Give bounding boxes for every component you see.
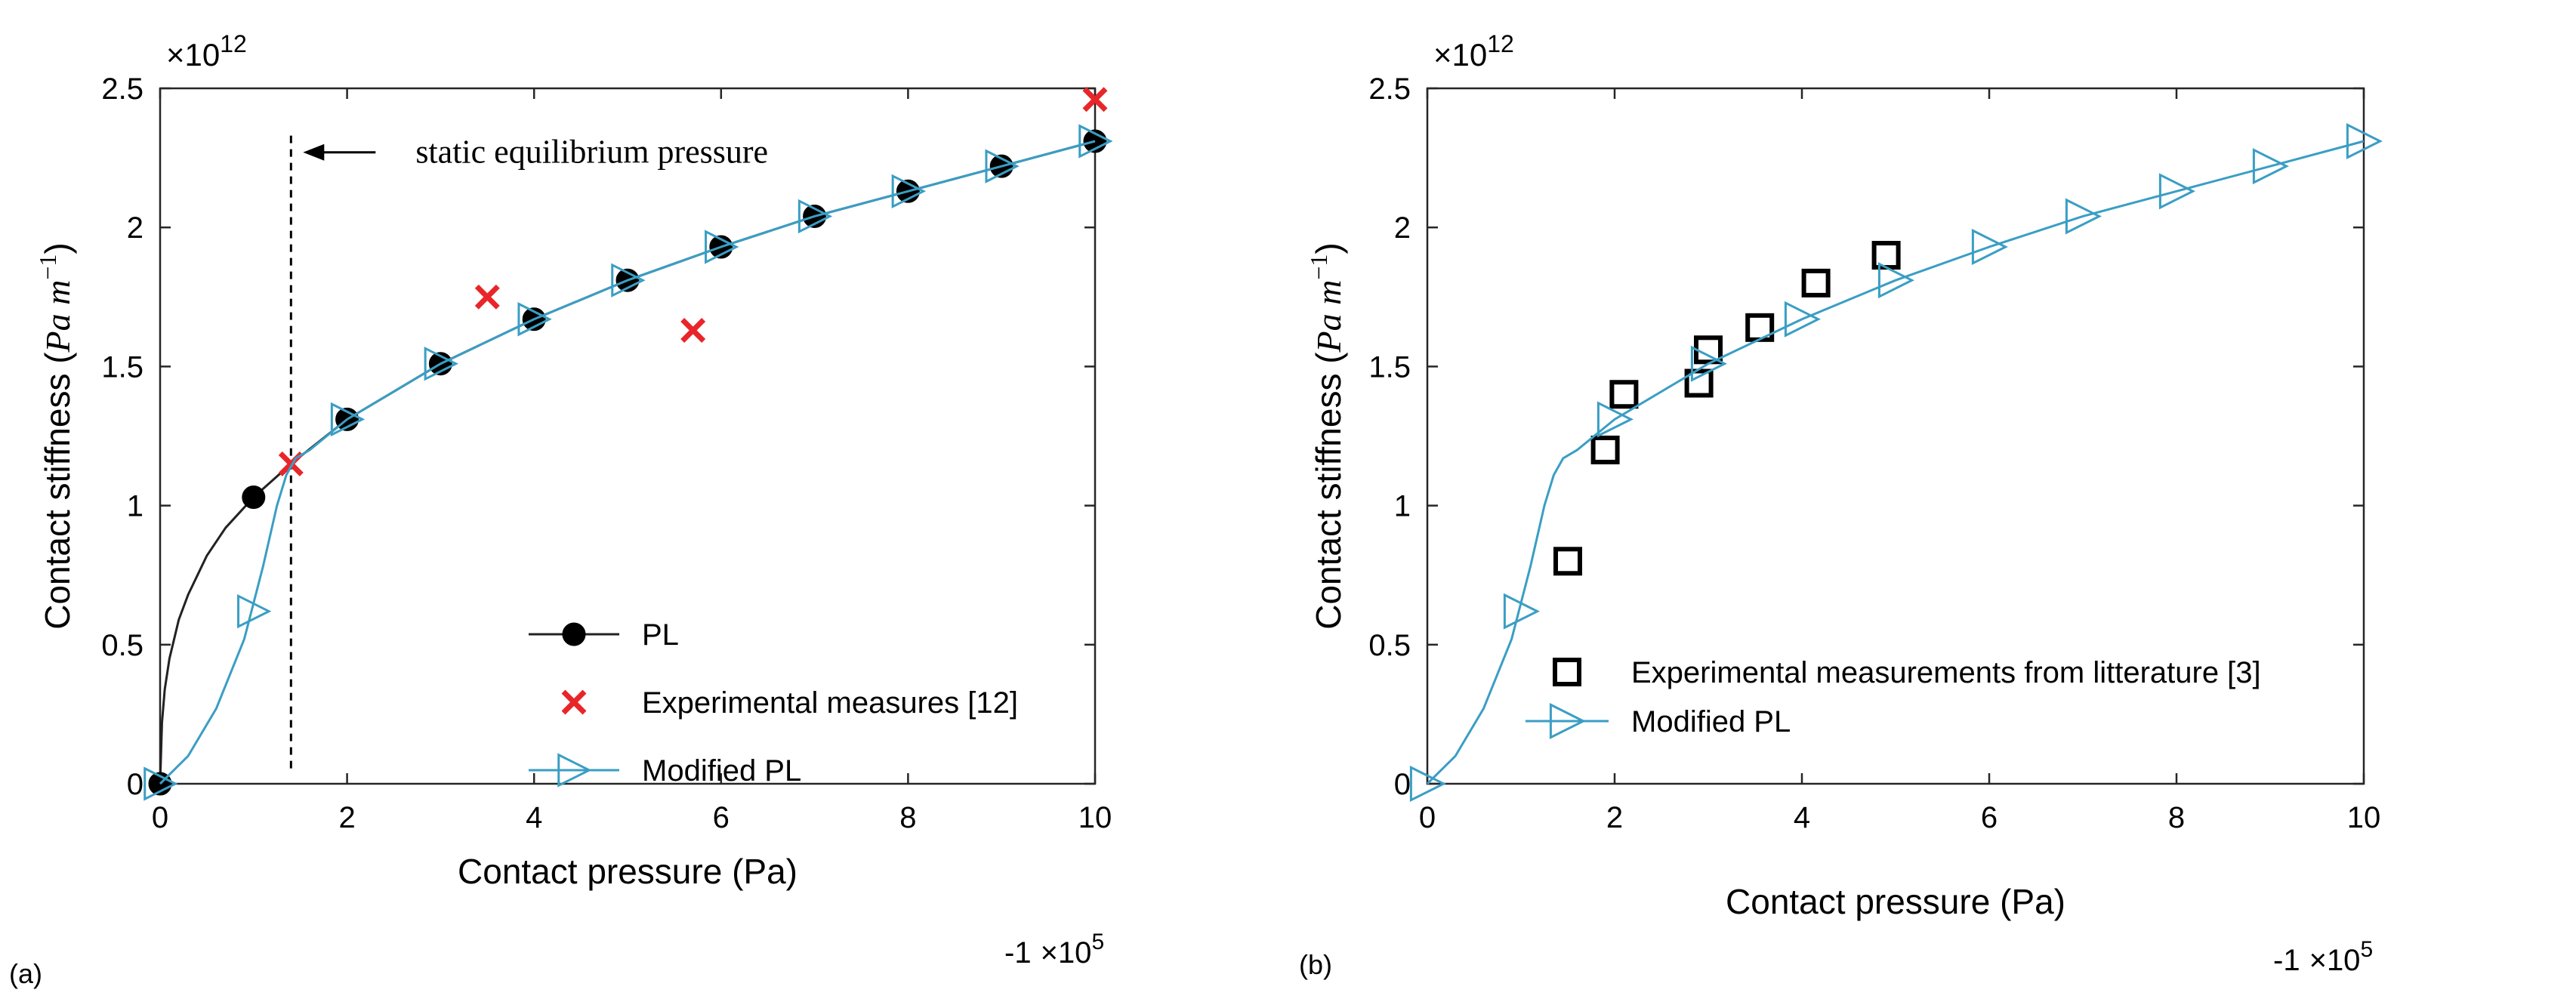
y-tick-label: 2 bbox=[127, 211, 143, 245]
data-point bbox=[1553, 547, 1582, 576]
data-point bbox=[611, 263, 646, 297]
data-point bbox=[2158, 173, 2195, 210]
x-axis-multiplier: -1 ×105 bbox=[2273, 937, 2373, 977]
x-tick-label: 6 bbox=[1981, 801, 1998, 834]
y-axis-label: Contact stiffness (Pa m−1) bbox=[34, 242, 77, 630]
series-modified-pl bbox=[1409, 122, 2383, 803]
x-tick-label: 2 bbox=[338, 801, 355, 834]
y-tick-label: 0 bbox=[1394, 768, 1411, 801]
series-line bbox=[1426, 140, 2365, 785]
data-point bbox=[330, 402, 366, 437]
plot-area-frame bbox=[1426, 87, 2365, 785]
data-point bbox=[1609, 380, 1639, 409]
y-tick-label: 2 bbox=[1394, 211, 1411, 245]
data-point bbox=[985, 149, 1020, 183]
panel-b: 0 2 4 6 8 10 0 0.5 1 1.5 2 2.5 ×1012 -1 ×105 Contact pr… bbox=[1299, 30, 2383, 980]
data-point bbox=[1503, 593, 1540, 630]
data-point bbox=[143, 766, 178, 801]
x-tick-label: 4 bbox=[526, 801, 542, 834]
data-point bbox=[1690, 345, 1727, 382]
panel-a: 0 2 4 6 8 10 0 0.5 1 1.5 2 2.5 ×1012 -1 ×105 Contact pr… bbox=[9, 30, 1113, 989]
data-point bbox=[705, 230, 739, 264]
legend-marker bbox=[1549, 702, 1586, 740]
annotation-arrow-head bbox=[303, 143, 325, 161]
data-point bbox=[1082, 87, 1108, 113]
y-tick-label: 1.5 bbox=[1368, 350, 1411, 384]
legend-label: PL bbox=[642, 618, 679, 652]
data-point bbox=[1684, 368, 1714, 398]
data-point bbox=[1784, 301, 1821, 338]
legend-label: Modified PL bbox=[1631, 705, 1791, 738]
legend-label: Modified PL bbox=[642, 754, 801, 788]
data-point bbox=[1971, 228, 2008, 266]
data-point bbox=[797, 199, 833, 234]
data-point bbox=[891, 174, 927, 208]
legend-marker bbox=[1553, 658, 1581, 686]
y-tick-label: 0 bbox=[127, 768, 143, 801]
x-tick-label: 4 bbox=[1794, 801, 1810, 834]
plot-area-frame bbox=[159, 87, 1097, 785]
data-point bbox=[242, 486, 266, 510]
x-axis-label: Contact pressure (Pa) bbox=[458, 852, 797, 891]
y-axis-multiplier: ×1012 bbox=[1433, 30, 1514, 72]
data-point bbox=[1597, 401, 1634, 438]
y-tick-label: 1 bbox=[127, 490, 143, 523]
y-axis-label: Contact stiffness (Pa m−1) bbox=[1305, 242, 1348, 630]
data-point bbox=[1078, 124, 1113, 159]
x-tick-label: 10 bbox=[1078, 801, 1112, 834]
data-point bbox=[680, 318, 706, 343]
legend-marker bbox=[557, 753, 592, 788]
data-point bbox=[237, 593, 272, 629]
legend: Experimental measurements from litteratu… bbox=[1526, 656, 2261, 740]
data-point bbox=[1694, 335, 1723, 365]
data-point bbox=[474, 284, 500, 310]
x-axis-multiplier: -1 ×105 bbox=[1004, 929, 1104, 970]
x-tick-label: 2 bbox=[1606, 801, 1623, 834]
y-tick-label: 1 bbox=[1394, 490, 1411, 523]
panel-label: (a) bbox=[9, 958, 42, 989]
data-point bbox=[1801, 268, 1831, 297]
data-point bbox=[2346, 122, 2383, 160]
data-point bbox=[2065, 198, 2102, 235]
x-tick-label: 6 bbox=[713, 801, 730, 834]
legend-label: Experimental measurements from litteratu… bbox=[1631, 656, 2261, 689]
y-tick-label: 1.5 bbox=[101, 350, 143, 384]
x-axis-label: Contact pressure (Pa) bbox=[1726, 882, 2065, 921]
data-point bbox=[1409, 765, 1446, 803]
x-tick-label: 10 bbox=[2347, 801, 2381, 834]
y-tick-label: 0.5 bbox=[101, 629, 143, 662]
data-point bbox=[1871, 241, 1901, 270]
legend-marker bbox=[561, 689, 587, 715]
y-tick-label: 2.5 bbox=[101, 72, 143, 106]
data-point bbox=[517, 302, 552, 337]
data-point bbox=[2252, 148, 2289, 185]
series-modified-pl bbox=[143, 124, 1113, 801]
data-point bbox=[1590, 435, 1620, 464]
y-tick-label: 2.5 bbox=[1368, 72, 1411, 106]
x-tick-label: 0 bbox=[152, 801, 168, 834]
panel-label: (b) bbox=[1299, 949, 1332, 980]
x-tick-label: 8 bbox=[2168, 801, 2185, 834]
data-point bbox=[424, 347, 459, 381]
annotation-text: static equilibrium pressure bbox=[415, 134, 768, 171]
data-point bbox=[1877, 262, 1914, 299]
x-tick-label: 0 bbox=[1419, 801, 1436, 834]
legend: PL Experimental measures [12] Modified PL bbox=[529, 618, 1018, 788]
series-line bbox=[159, 140, 1096, 785]
y-tick-label: 0.5 bbox=[1368, 629, 1411, 662]
legend-label: Experimental measures [12] bbox=[642, 686, 1018, 720]
y-axis-multiplier: ×1012 bbox=[166, 30, 247, 72]
x-tick-label: 8 bbox=[899, 801, 916, 834]
legend-marker bbox=[562, 622, 586, 646]
